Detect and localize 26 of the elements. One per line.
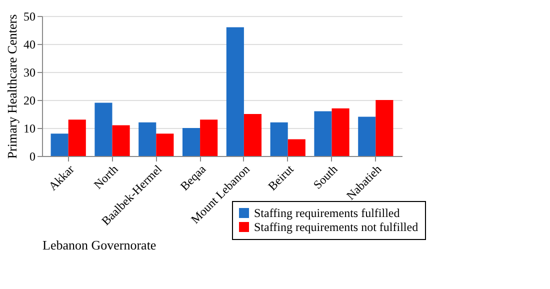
bar	[200, 120, 218, 156]
bar	[358, 116, 376, 156]
bar	[138, 122, 156, 156]
y-tick-label: 10	[24, 122, 36, 136]
bar	[270, 122, 288, 156]
bar	[94, 102, 112, 156]
bar	[226, 27, 244, 156]
bar	[112, 125, 130, 156]
bar	[332, 108, 350, 156]
legend-label: Staffing requirements not fulfilled	[254, 220, 418, 234]
bar	[376, 100, 394, 156]
y-tick-label: 30	[24, 66, 36, 80]
y-tick-label: 20	[24, 94, 36, 108]
bar	[50, 134, 68, 156]
x-axis-title: Lebanon Governorate	[42, 237, 156, 252]
bar	[182, 128, 200, 156]
bar	[68, 120, 86, 156]
y-axis-title: Primary Healthcare Centers	[4, 14, 20, 159]
bar	[314, 111, 332, 156]
legend-label: Staffing requirements fulfilled	[254, 206, 400, 220]
bar	[244, 114, 262, 156]
y-tick-label: 50	[24, 10, 36, 24]
y-tick-label: 40	[24, 38, 36, 52]
bar	[156, 134, 174, 156]
bar	[288, 139, 306, 156]
y-tick-label: 0	[30, 150, 36, 164]
